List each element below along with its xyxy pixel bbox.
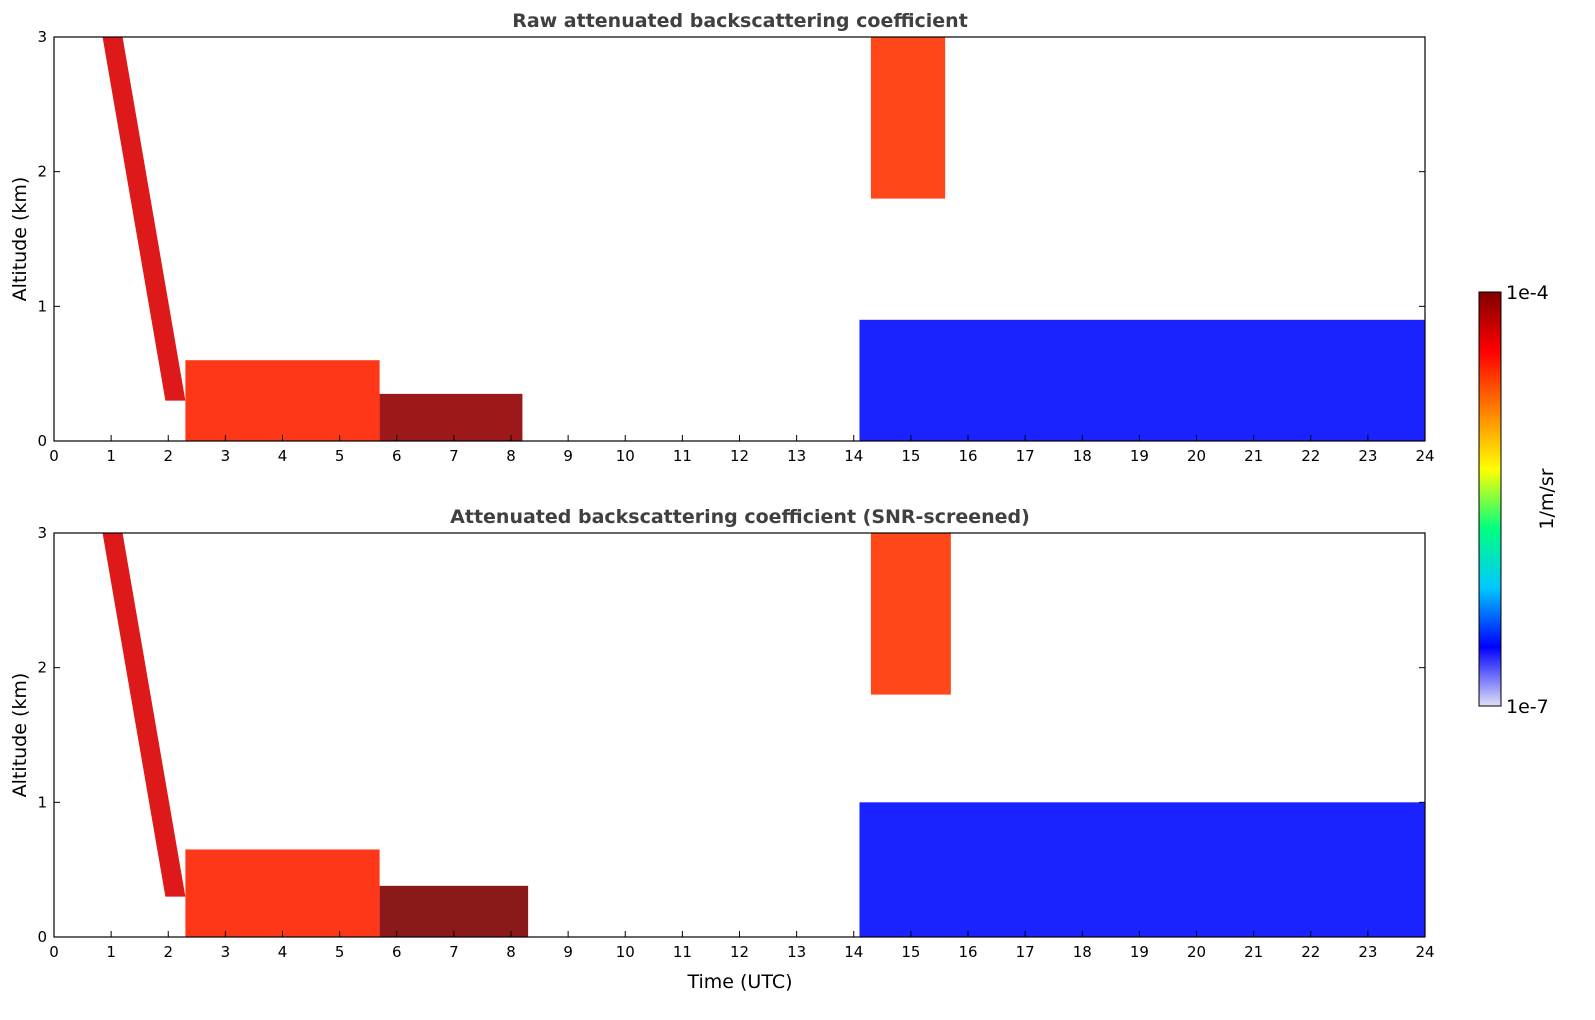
p1-xtick-label: 11 <box>673 943 692 961</box>
p1-xtick-label: 18 <box>1073 943 1092 961</box>
p1-ytick-label: 2 <box>37 659 47 677</box>
p0-xtick-label: 3 <box>221 447 231 465</box>
panel-raw-heatmap <box>102 37 1425 441</box>
p0-xtick-label: 7 <box>449 447 459 465</box>
panel-screened-x-label: Time (UTC) <box>686 971 792 993</box>
p0-ytick-label: 1 <box>37 297 47 315</box>
p0-xtick-label: 11 <box>673 447 692 465</box>
p0-feature-0 <box>102 37 186 401</box>
p1-feature-2 <box>379 885 529 937</box>
p1-feature-1 <box>185 849 380 937</box>
p1-xtick-label: 21 <box>1244 943 1263 961</box>
p1-xtick-label: 0 <box>49 943 59 961</box>
panel-raw-x-axis: 0 1 2 3 4 5 6 7 8 9 10 11 12 13 14 15 16 17 18 19 20 21 22 23 24 <box>49 435 1435 465</box>
panel-screened-x-axis: 0 1 2 3 4 5 6 7 8 9 10 11 12 13 14 15 16 17 18 19 20 21 22 23 24 <box>49 931 1435 961</box>
p0-xtick-label: 23 <box>1358 447 1377 465</box>
p0-xtick-label: 16 <box>958 447 977 465</box>
p0-xtick-label: 8 <box>506 447 516 465</box>
p1-xtick-label: 24 <box>1415 943 1434 961</box>
p0-xtick-label: 14 <box>844 447 863 465</box>
p1-xtick-label: 14 <box>844 943 863 961</box>
panel-raw-y-label: Altitude (km) <box>9 177 31 302</box>
p0-xtick-label: 5 <box>335 447 345 465</box>
p1-xtick-label: 8 <box>506 943 516 961</box>
panel-raw: Raw attenuated backscattering coefficien… <box>9 10 1435 465</box>
p0-feature-3 <box>870 37 946 199</box>
p0-xtick-label: 10 <box>616 447 635 465</box>
p0-xtick-label: 12 <box>730 447 749 465</box>
colorbar: 1e-4 1e-7 1/m/sr <box>1478 282 1558 718</box>
p0-feature-2 <box>379 393 523 441</box>
panel-screened-y-label: Altitude (km) <box>9 673 31 798</box>
p1-feature-3 <box>870 533 951 695</box>
p1-xtick-label: 22 <box>1301 943 1320 961</box>
p1-xtick-label: 4 <box>278 943 288 961</box>
p0-xtick-label: 9 <box>563 447 573 465</box>
p1-xtick-label: 1 <box>106 943 116 961</box>
colorbar-min-label: 1e-7 <box>1506 696 1549 718</box>
p0-xtick-label: 19 <box>1130 447 1149 465</box>
p0-xtick-label: 6 <box>392 447 402 465</box>
colorbar-gradient <box>1478 291 1502 707</box>
colorbar-max-label: 1e-4 <box>1506 282 1549 304</box>
p1-xtick-label: 3 <box>221 943 231 961</box>
panel-screened-y-axis: 0 1 2 3 <box>37 524 1425 946</box>
p1-xtick-label: 17 <box>1016 943 1035 961</box>
p0-xtick-label: 21 <box>1244 447 1263 465</box>
p0-xtick-label: 0 <box>49 447 59 465</box>
p1-feature-4 <box>859 802 1425 937</box>
p1-ytick-label: 0 <box>37 928 47 946</box>
p0-xtick-label: 22 <box>1301 447 1320 465</box>
p1-feature-0 <box>102 533 186 897</box>
p1-xtick-label: 5 <box>335 943 345 961</box>
p1-xtick-label: 12 <box>730 943 749 961</box>
panel-raw-title: Raw attenuated backscattering coefficien… <box>512 10 968 32</box>
p1-xtick-label: 23 <box>1358 943 1377 961</box>
panel-raw-y-axis: 0 1 2 3 <box>37 28 1425 450</box>
p1-xtick-label: 7 <box>449 943 459 961</box>
p1-xtick-label: 9 <box>563 943 573 961</box>
p0-xtick-label: 24 <box>1415 447 1434 465</box>
p0-xtick-label: 15 <box>901 447 920 465</box>
p1-ytick-label: 3 <box>37 524 47 542</box>
p0-xtick-label: 1 <box>106 447 116 465</box>
p0-xtick-label: 18 <box>1073 447 1092 465</box>
p0-ytick-label: 3 <box>37 28 47 46</box>
p1-xtick-label: 16 <box>958 943 977 961</box>
p1-xtick-label: 20 <box>1187 943 1206 961</box>
p1-xtick-label: 15 <box>901 943 920 961</box>
p1-xtick-label: 2 <box>163 943 173 961</box>
p1-ytick-label: 1 <box>37 793 47 811</box>
p0-ytick-label: 2 <box>37 163 47 181</box>
p1-xtick-label: 10 <box>616 943 635 961</box>
p0-xtick-label: 13 <box>787 447 806 465</box>
p0-xtick-label: 20 <box>1187 447 1206 465</box>
panel-screened: Attenuated backscattering coefficient (S… <box>9 506 1435 993</box>
p0-feature-1 <box>185 360 380 441</box>
panel-screened-heatmap <box>102 533 1425 937</box>
p0-xtick-label: 4 <box>278 447 288 465</box>
p0-ytick-label: 0 <box>37 432 47 450</box>
p1-xtick-label: 13 <box>787 943 806 961</box>
p0-xtick-label: 17 <box>1016 447 1035 465</box>
p1-xtick-label: 6 <box>392 943 402 961</box>
panel-screened-title: Attenuated backscattering coefficient (S… <box>450 506 1030 528</box>
colorbar-unit-label: 1/m/sr <box>1536 468 1558 529</box>
p0-feature-4 <box>859 319 1425 441</box>
p1-xtick-label: 19 <box>1130 943 1149 961</box>
p0-xtick-label: 2 <box>163 447 173 465</box>
